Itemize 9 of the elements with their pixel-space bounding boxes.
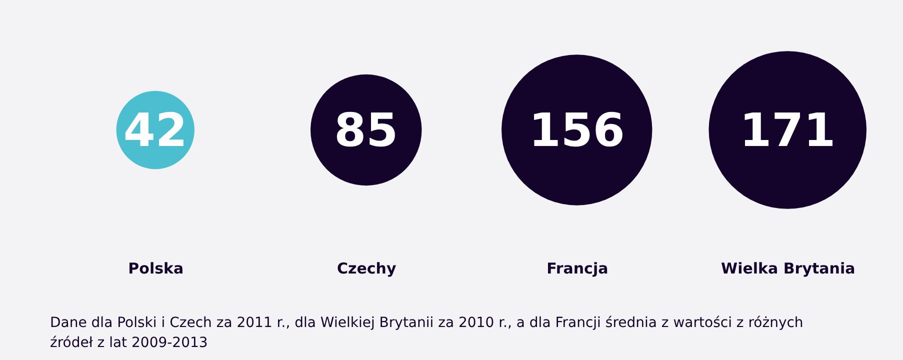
data-label: 85	[334, 103, 398, 157]
data-label: 171	[740, 103, 836, 157]
category-label: Wielka Brytania	[721, 260, 856, 278]
category-label: Czechy	[336, 260, 396, 278]
category-label: Francja	[546, 260, 608, 278]
data-label: 42	[123, 103, 188, 157]
text: Dane dla Polski i Czech za 2011 r., dla Wielkiej Brytanii za 2010 r., a dla Francji średnia z wartości z różnych źródeł z lat 2009-2013	[50, 315, 804, 351]
category-label: Polska	[128, 260, 184, 278]
data-label: 156	[528, 103, 625, 157]
